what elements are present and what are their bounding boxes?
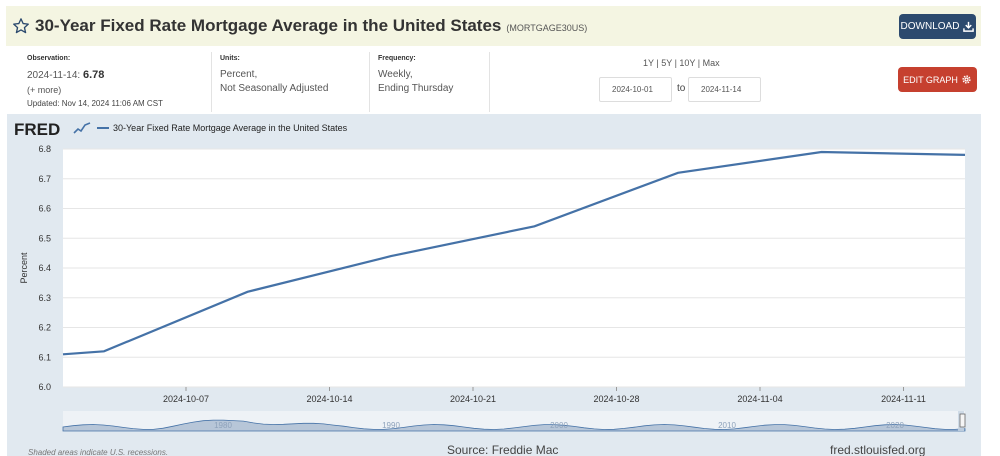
range-5y[interactable]: 5Y: [661, 58, 673, 68]
units-label: Units:: [220, 55, 240, 62]
frequency-value-1: Weekly,: [378, 69, 413, 80]
frequency-value-2: Ending Thursday: [378, 83, 454, 94]
observation-label: Observation:: [27, 55, 71, 62]
observation-panel: Observation: 2024-11-14: 6.78 (+ more) U…: [27, 52, 212, 112]
site-link[interactable]: fred.stlouisfed.org: [830, 443, 926, 456]
y-axis-label: Percent: [19, 252, 29, 284]
navigator-label: 1980: [214, 421, 232, 430]
download-label: DOWNLOAD: [900, 21, 960, 32]
graph-panel: FRED 30-Year Fixed Rate Mortgage Average…: [7, 114, 981, 456]
quick-range-selector: 1Y | 5Y | 10Y | Max: [643, 58, 720, 68]
x-tick-label: 2024-11-11: [881, 394, 926, 404]
y-tick-label: 6.6: [38, 204, 51, 214]
recession-note: Shaded areas indicate U.S. recessions.: [28, 448, 169, 456]
range-max[interactable]: Max: [702, 58, 720, 68]
units-value-1: Percent,: [220, 69, 258, 80]
x-tick-label: 2024-10-21: [450, 394, 496, 404]
navigator-label: 2020: [886, 421, 904, 430]
x-tick-label: 2024-11-04: [737, 394, 782, 404]
edit-graph-button[interactable]: EDIT GRAPH: [898, 67, 977, 92]
observation-date: 2024-11-14:: [27, 70, 81, 81]
units-panel: Units: Percent, Not Seasonally Adjusted: [220, 52, 370, 112]
fred-logo-chart-icon: [73, 121, 91, 135]
x-tick-label: 2024-10-14: [306, 394, 352, 404]
x-tick-label: 2024-10-07: [163, 394, 209, 404]
line-chart[interactable]: 6.0 6.1 6.2 6.3 6.4 6.5 6.6 6.7 6.8 2024-10-07 20…: [7, 114, 981, 436]
y-tick-label: 6.7: [38, 174, 51, 184]
page-title: 30-Year Fixed Rate Mortgage Average in t…: [35, 16, 502, 35]
range-1y[interactable]: 1Y: [643, 58, 654, 68]
fred-logo: FRED: [14, 120, 61, 139]
range-10y[interactable]: 10Y: [679, 58, 696, 68]
x-tick-label: 2024-10-28: [593, 394, 639, 404]
navigator-label: 2010: [718, 421, 736, 430]
to-label: to: [677, 83, 686, 94]
chart-legend: 30-Year Fixed Rate Mortgage Average in t…: [97, 123, 347, 133]
gear-icon: [962, 75, 971, 84]
title-bar: 30-Year Fixed Rate Mortgage Average in t…: [6, 6, 981, 46]
navigator-handle[interactable]: [959, 413, 966, 428]
y-tick-label: 6.2: [38, 323, 51, 333]
series-line: [62, 150, 966, 356]
observation-value: 6.78: [82, 69, 105, 81]
star-icon[interactable]: [12, 17, 30, 35]
series-id: (MORTGAGE30US): [506, 23, 588, 33]
download-button[interactable]: DOWNLOAD: [899, 14, 976, 39]
navigator-area: [62, 419, 966, 432]
units-value-2: Not Seasonally Adjusted: [220, 83, 329, 94]
edit-graph-label: EDIT GRAPH: [903, 74, 958, 85]
source-note: Source: Freddie Mac: [447, 443, 559, 456]
y-tick-label: 6.3: [38, 293, 51, 303]
more-link[interactable]: (+ more): [27, 85, 62, 95]
frequency-label: Frequency:: [378, 55, 416, 62]
legend-label: 30-Year Fixed Rate Mortgage Average in t…: [113, 123, 348, 133]
updated-timestamp: Updated: Nov 14, 2024 11:06 AM CST: [27, 99, 163, 108]
y-tick-label: 6.0: [38, 382, 51, 392]
navigator-label: 1990: [382, 421, 400, 430]
y-tick-label: 6.8: [38, 144, 51, 154]
end-date-input[interactable]: [688, 77, 761, 102]
legend-swatch: [97, 127, 109, 129]
y-tick-label: 6.4: [38, 263, 51, 273]
y-tick-label: 6.5: [38, 233, 51, 243]
navigator-label: 2000: [550, 421, 568, 430]
start-date-input[interactable]: [599, 77, 672, 102]
download-icon: [963, 21, 975, 32]
frequency-panel: Frequency: Weekly, Ending Thursday: [378, 52, 490, 112]
y-tick-label: 6.1: [38, 352, 51, 362]
